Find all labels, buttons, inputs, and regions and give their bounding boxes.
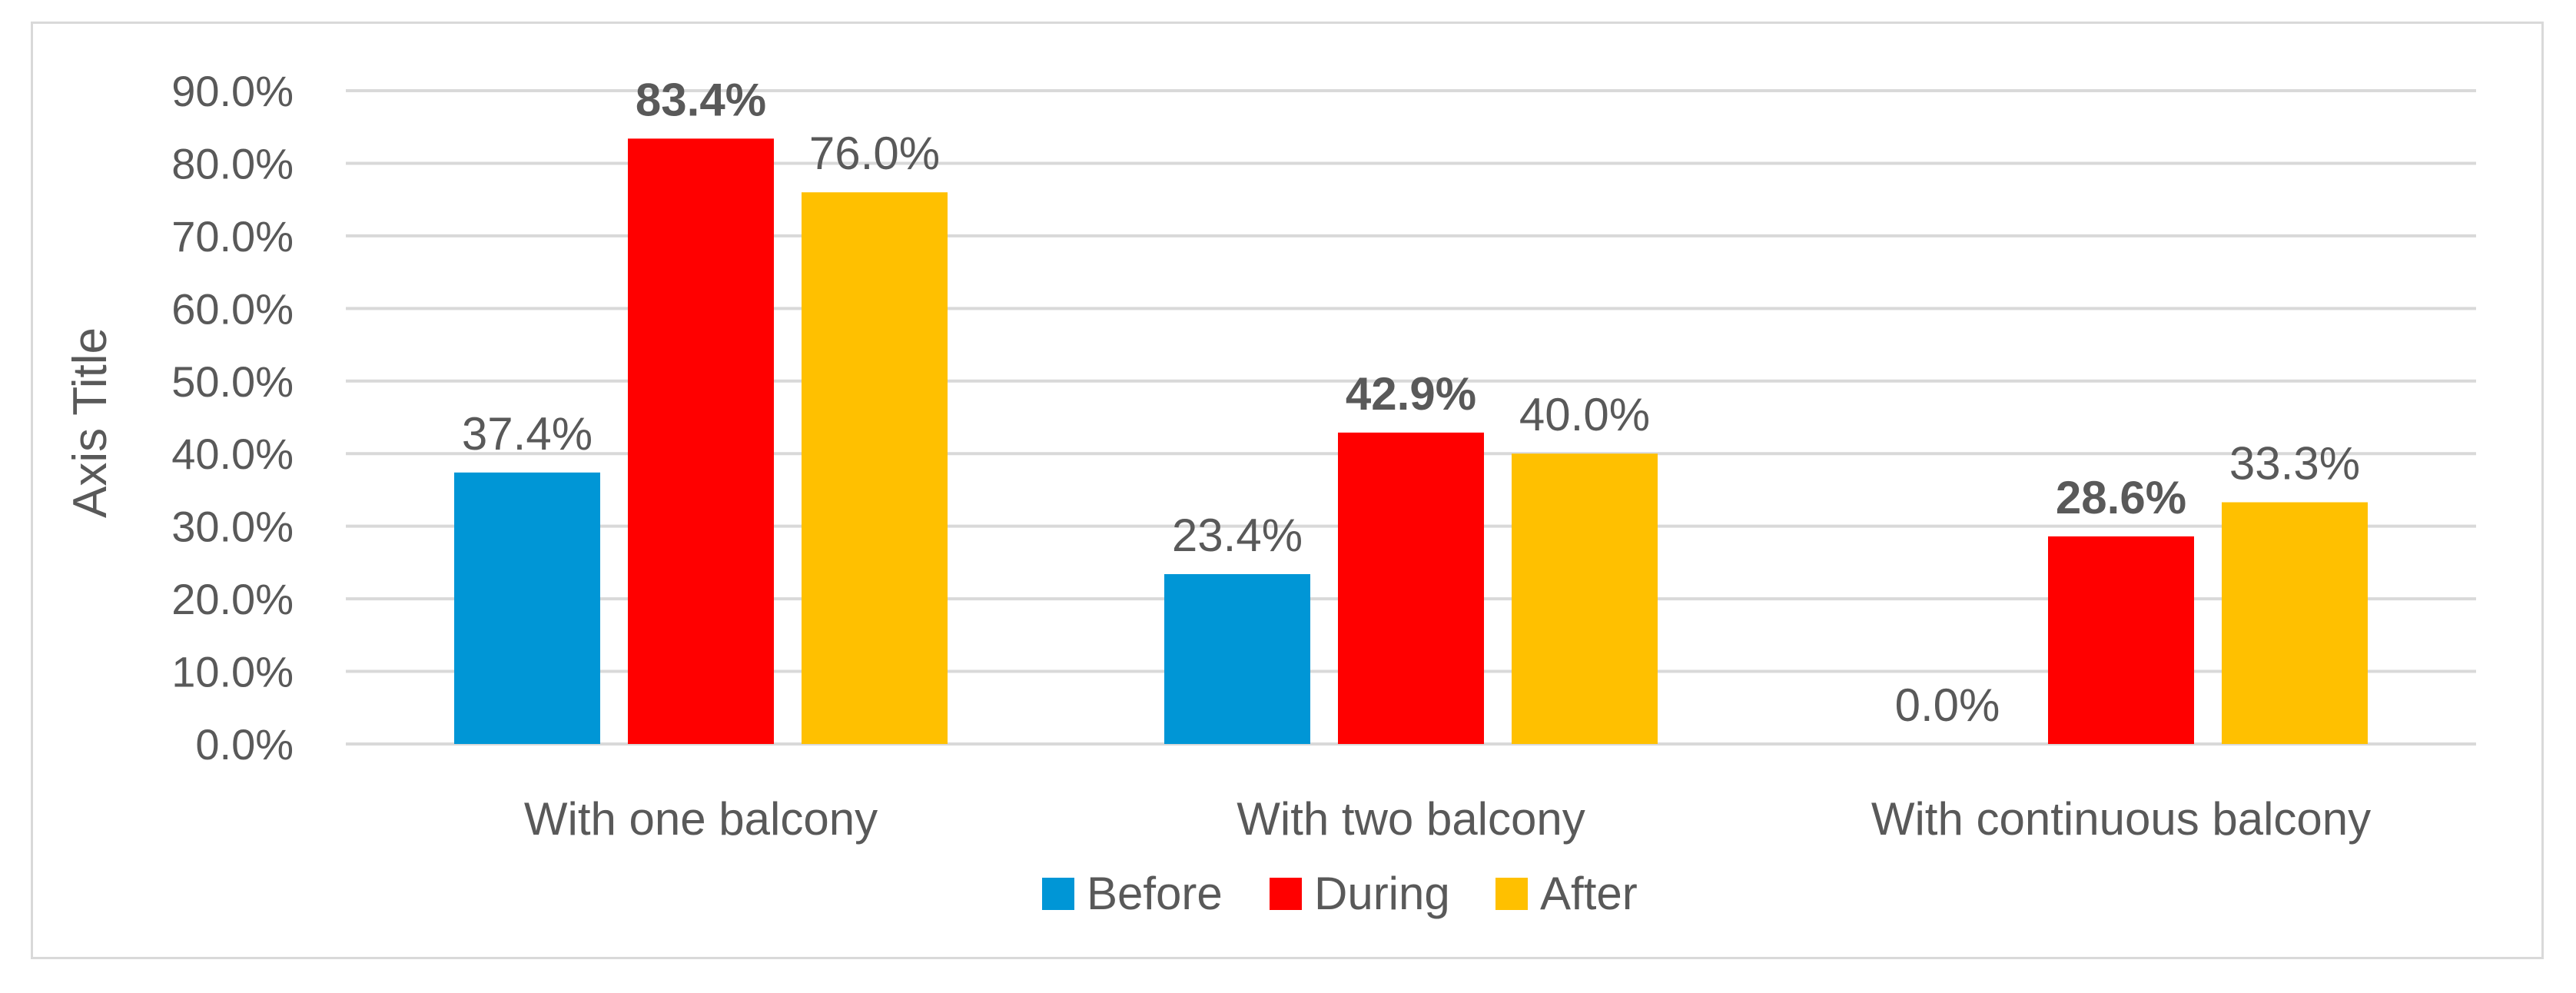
y-tick-label: 20.0%	[171, 575, 294, 623]
bar-after	[802, 192, 948, 744]
legend-swatch-after	[1495, 878, 1528, 910]
bar-after	[2222, 502, 2368, 744]
y-tick-label: 0.0%	[195, 720, 294, 769]
bar-after	[1512, 453, 1658, 744]
y-tick-label: 70.0%	[171, 212, 294, 261]
legend-swatch-before	[1042, 878, 1074, 910]
chart-frame	[31, 22, 2544, 959]
data-label: 40.0%	[1519, 389, 1650, 440]
y-tick-label: 80.0%	[171, 139, 294, 188]
data-label: 37.4%	[462, 408, 593, 460]
bar-before	[454, 472, 600, 744]
y-tick-label: 90.0%	[171, 67, 294, 115]
data-label: 83.4%	[636, 74, 766, 125]
bar-during	[628, 138, 774, 745]
category-label: With continuous balcony	[1871, 793, 2371, 845]
category-label: With one balcony	[524, 793, 878, 845]
legend-swatch-during	[1270, 878, 1302, 910]
data-label: 0.0%	[1895, 679, 2000, 731]
y-tick-label: 40.0%	[171, 430, 294, 478]
y-tick-label: 30.0%	[171, 503, 294, 551]
x-axis-categories: With one balcony With two balcony With con…	[524, 793, 2371, 845]
bar-during	[2048, 536, 2194, 744]
y-tick-label: 60.0%	[171, 284, 294, 333]
data-labels: 37.4% 83.4% 76.0% 23.4% 42.9% 40.0% 0.0% 28.6% 3…	[462, 74, 2360, 731]
bars	[454, 138, 2368, 745]
y-tick-label: 50.0%	[171, 357, 294, 406]
legend: Before During After	[1042, 868, 1638, 919]
bar-during	[1338, 432, 1484, 744]
legend-label-before: Before	[1087, 868, 1223, 919]
data-label: 23.4%	[1172, 510, 1303, 561]
bar-before	[1164, 574, 1310, 744]
y-tick-label: 10.0%	[171, 648, 294, 696]
legend-label-during: During	[1314, 868, 1450, 919]
data-label: 42.9%	[1346, 368, 1476, 420]
category-label: With two balcony	[1237, 793, 1585, 845]
y-axis-title: Axis Title	[64, 327, 117, 518]
data-label: 76.0%	[809, 128, 940, 179]
legend-label-after: After	[1540, 868, 1638, 919]
data-label: 28.6%	[2056, 472, 2186, 523]
y-axis-ticks: 0.0% 10.0% 20.0% 30.0% 40.0% 50.0% 60.0% 70.0% 8…	[171, 67, 294, 769]
data-label: 33.3%	[2229, 438, 2360, 490]
